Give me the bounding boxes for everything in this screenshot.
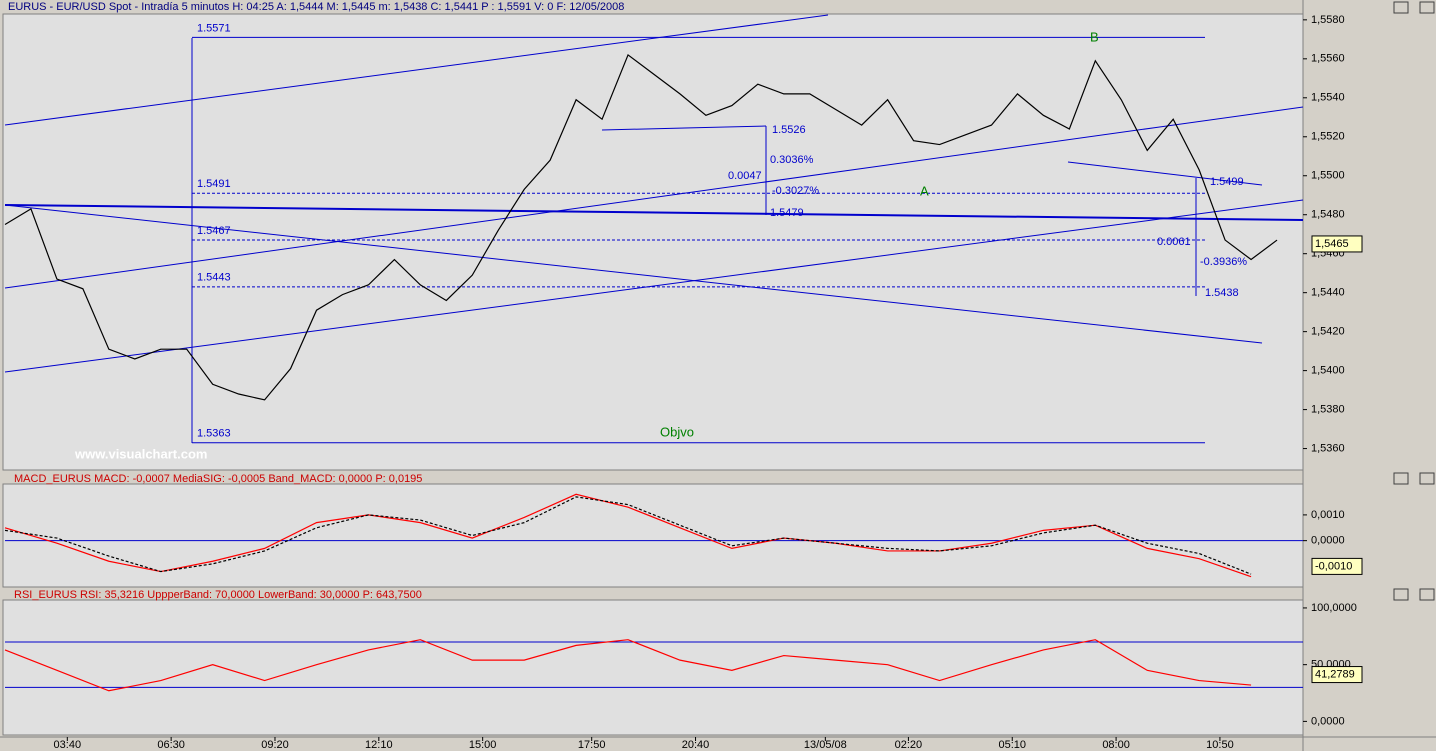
close-button[interactable]	[1419, 472, 1435, 485]
trend-line	[4, 14, 829, 126]
annotation: 0.0061	[1157, 236, 1191, 248]
window-controls	[1393, 1, 1435, 601]
price-panel	[2, 13, 1304, 471]
rsi-panel	[2, 599, 1304, 736]
trend-line	[1067, 161, 1263, 186]
price-header: EURUS - EUR/USD Spot - Intradía 5 minuto…	[8, 1, 624, 13]
fib-level-label: 1.5491	[197, 178, 231, 190]
last-value-box	[1311, 666, 1363, 684]
x-tick-label: 08:00	[1102, 739, 1130, 751]
price-line	[4, 639, 1252, 692]
y-tick-label: 1,5500	[1311, 170, 1345, 182]
x-tick-label: 10:50	[1206, 739, 1234, 751]
x-tick-label: 02:20	[895, 739, 923, 751]
y-tick-label: 1,5360	[1311, 442, 1345, 454]
annotation: 0.0047	[728, 170, 762, 182]
minimize-button[interactable]	[1393, 588, 1409, 601]
last-value-label: 41,2789	[1315, 668, 1355, 680]
x-tick-label: 09:20	[261, 739, 289, 751]
y-tick-label: 0,0010	[1311, 509, 1345, 521]
macd-panel	[2, 483, 1304, 588]
y-tick-label: 1,5420	[1311, 326, 1345, 338]
y-tick-label: 100,0000	[1311, 602, 1357, 614]
x-tick-label: 12:10	[365, 739, 393, 751]
annotation: Objvo	[660, 424, 694, 439]
fib-level-label: 1.5443	[197, 272, 231, 284]
annotation: 1.5438	[1205, 287, 1239, 299]
annotation: 1.5479	[770, 207, 804, 219]
y-tick-label: 1,5520	[1311, 131, 1345, 143]
y-tick-label: 1,5440	[1311, 287, 1345, 299]
trend-line	[4, 204, 1263, 344]
y-tick-label: 1,5400	[1311, 365, 1345, 377]
x-tick-label: 06:30	[157, 739, 185, 751]
last-value-label: -0,0010	[1315, 560, 1352, 572]
annotation: -0.3936%	[1200, 256, 1247, 268]
annotation: A	[920, 183, 929, 198]
y-tick-label: 1,5560	[1311, 53, 1345, 65]
annotation: -0.3027%	[772, 185, 819, 197]
fib-level-label: 1.5467	[197, 225, 231, 237]
price-line	[4, 53, 1278, 401]
x-tick-label: 15:00	[469, 739, 497, 751]
trend-line	[4, 106, 1304, 289]
trend-line	[4, 199, 1304, 373]
x-tick-label: 05:10	[998, 739, 1026, 751]
close-button[interactable]	[1419, 588, 1435, 601]
fib-level-label: 1.5363	[197, 428, 231, 440]
y-tick-label: 1,5540	[1311, 92, 1345, 104]
y-tick-label: 1,5380	[1311, 403, 1345, 415]
rsi-header: RSI_EURUS RSI: 35,3216 UppperBand: 70,00…	[14, 589, 422, 601]
y-tick-label: 1,5480	[1311, 209, 1345, 221]
indicator-line	[4, 493, 1252, 578]
x-tick-label: 20:40	[682, 739, 710, 751]
last-value-label: 1,5465	[1315, 238, 1349, 250]
fib-level-label: 1.5571	[197, 22, 231, 34]
last-value-box	[1311, 557, 1363, 575]
annotation: 1.5526	[772, 124, 806, 136]
minimize-button[interactable]	[1393, 1, 1409, 14]
annotation: B	[1090, 29, 1099, 44]
annotation: 0.3036%	[770, 154, 814, 166]
trend-line	[601, 125, 767, 131]
x-tick-label: 13/05/08	[804, 739, 847, 751]
annotation: 1.5499	[1210, 176, 1244, 188]
minimize-button[interactable]	[1393, 472, 1409, 485]
x-tick-label: 17:50	[578, 739, 606, 751]
trend-lines	[4, 14, 1304, 443]
close-button[interactable]	[1419, 1, 1435, 14]
y-tick-label: 0,0000	[1311, 535, 1345, 547]
y-tick-label: 1,5580	[1311, 14, 1345, 26]
trend-line	[4, 204, 1304, 221]
macd-header: MACD_EURUS MACD: -0,0007 MediaSIG: -0,00…	[14, 473, 422, 485]
y-tick-label: 0,0000	[1311, 715, 1345, 727]
watermark: www.visualchart.com	[74, 446, 207, 461]
x-tick-label: 03:40	[54, 739, 82, 751]
last-value-box	[1311, 235, 1363, 253]
